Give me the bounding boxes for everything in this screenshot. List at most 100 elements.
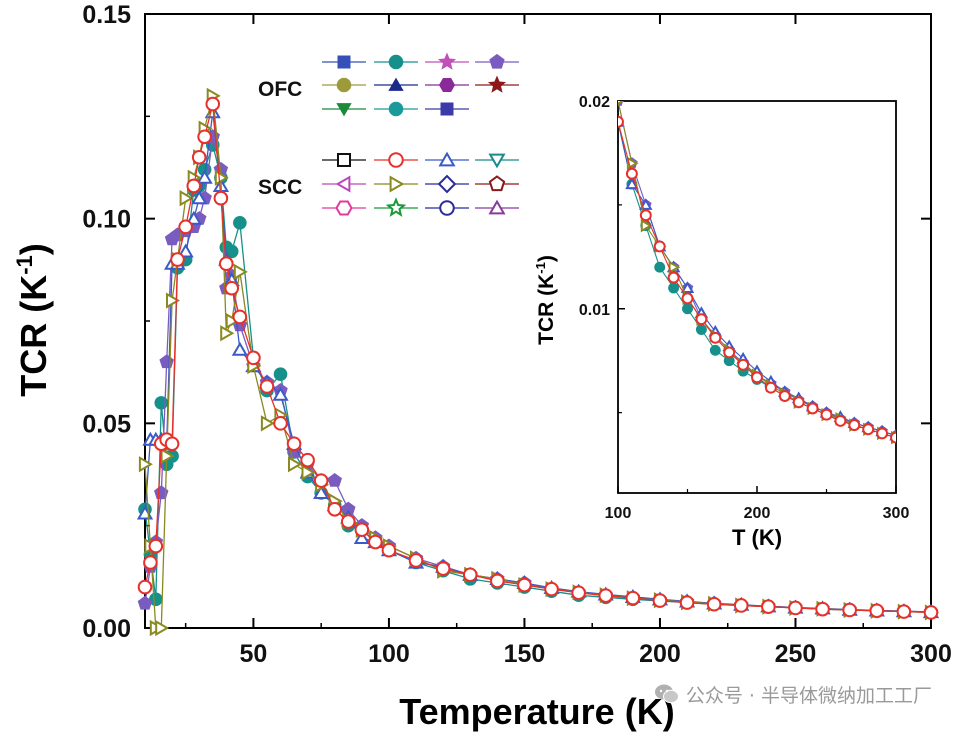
main-data-point [544,581,559,597]
wechat-icon [654,684,679,704]
inset-chart: 100 200 300 0.01 0.02 T (K) TCR (K-1) [533,94,909,550]
legend-marker [337,153,351,167]
main-data-point [164,436,180,452]
inset-data-point [834,415,847,427]
main-data-point [288,456,303,473]
inset-data-point [654,261,666,273]
main-data-point [160,447,175,465]
main-x-tick-label: 50 [240,640,268,668]
inset-data-point [625,177,639,190]
legend-marker [489,53,505,69]
inset-axis-ticks: 100 200 300 0.01 0.02 [579,94,910,522]
inset-data-point [618,101,625,105]
main-data-point [166,292,181,309]
main-data-point [246,350,261,366]
inset-data-point [695,313,708,326]
inset-data-point [751,371,763,384]
main-y-axis-label-main: TCR (K [13,275,54,397]
inset-data-point [792,396,805,409]
main-x-tick-label: 100 [368,640,410,668]
main-data-point [815,601,830,617]
inset-data-point [618,115,624,128]
main-y-tick-label: 0.00 [82,615,131,643]
inset-series-group [618,101,896,445]
main-data-point [869,603,885,619]
main-data-point [354,522,370,538]
inset-data-point [723,346,736,359]
main-data-point [191,149,207,165]
main-data-point [598,588,614,603]
inset-x-axis-label: T (K) [732,525,782,550]
inset-data-point [625,167,638,180]
legend-marker [385,197,407,217]
main-x-tick-label: 300 [910,640,952,668]
legend-marks [322,52,519,217]
inset-data-point [862,423,875,436]
main-y-tick-label: 0.10 [82,206,131,234]
main-x-tick-label: 200 [639,640,681,668]
legend-marker [488,153,506,169]
legend-marker [438,78,456,92]
inset-data-point [709,331,722,344]
main-data-point [232,309,248,325]
legend-marker [388,101,404,117]
main-data-point [219,256,234,271]
main-data-point [733,598,749,613]
main-data-point [178,219,193,235]
main-data-point [196,169,213,184]
legend-group-label-scc: SCC [258,176,302,199]
legend-marker [388,152,404,168]
main-data-point [490,573,505,589]
inset-data-series [618,101,896,445]
main-y-axis-label-close: ) [13,243,54,255]
legend-marker [336,77,352,93]
main-x-axis-label: Temperature (K) [399,691,674,732]
legend-marker [389,175,405,193]
main-data-point [625,590,641,606]
main-data-point [300,452,315,468]
legend-marker [488,199,506,215]
main-data-series [136,87,940,637]
inset-data-point [778,390,791,402]
main-data-point [517,577,532,593]
main-data-point [185,210,202,225]
inset-y-tick-label: 0.02 [579,94,610,111]
main-data-point [340,514,356,529]
main-data-point [272,386,289,401]
main-y-axis-label: TCR (K-1) [12,243,54,397]
legend-group-label-ofc: OFC [258,78,302,101]
main-data-point [179,190,194,207]
main-data-point [170,252,185,267]
inset-data-point [806,402,819,415]
main-data-point [327,472,342,487]
main-data-point [571,585,586,601]
legend-marker [388,77,404,91]
inset-data-point [764,381,777,394]
inset-y-axis-label-main: TCR (K [535,274,558,345]
main-data-point [301,464,316,481]
inset-data-point [681,292,694,305]
main-data-point [259,379,275,394]
main-data-point [197,129,212,145]
legend-marker [335,200,353,216]
main-y-tick-label: 0.05 [82,410,131,438]
main-data-point [273,367,288,382]
main-data-point [313,484,330,499]
watermark-text: 公众号 · 半导体微纳加工工厂 [685,684,932,707]
main-data-point [213,190,229,206]
main-data-point [148,538,164,554]
inset-plot-frame [617,100,897,494]
main-data-point [652,593,668,608]
legend-marker [487,75,507,93]
main-data-point [224,280,240,296]
inset-data-point [668,282,680,294]
main-data-point [191,190,208,205]
main-data-point [233,215,247,230]
inset-data-point [709,344,721,356]
main-data-point [231,341,248,356]
legend-marker [439,200,455,216]
main-data-point [408,553,424,568]
inset-x-tick-label: 100 [605,505,632,522]
legend-marker [488,175,506,192]
main-data-point [381,542,397,558]
